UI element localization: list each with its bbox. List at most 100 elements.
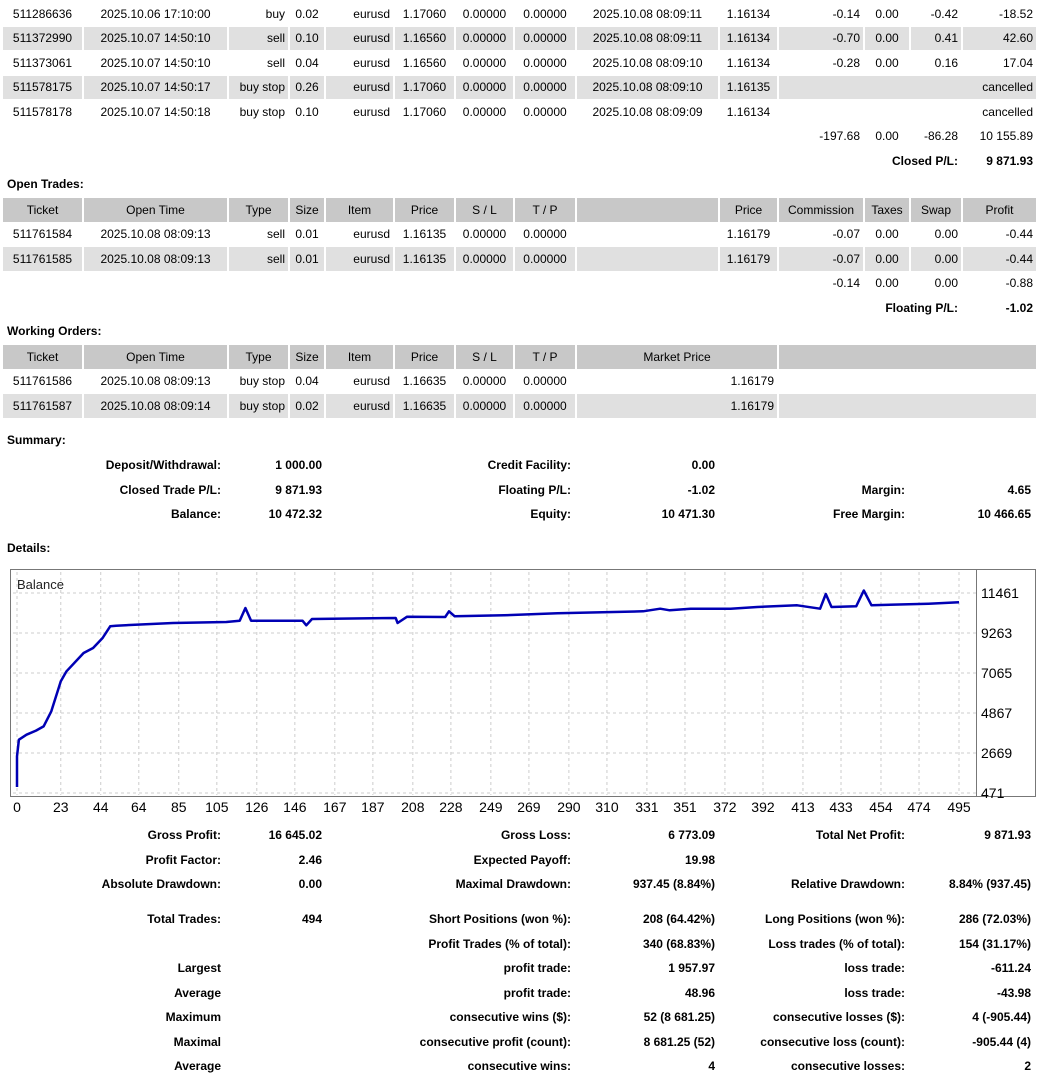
label: consecutive wins:	[467, 1059, 571, 1073]
x-tick-label: 495	[947, 799, 971, 815]
label: Absolute Drawdown:	[101, 877, 221, 891]
cell-item: eurusd	[353, 6, 390, 21]
cell-profit: 42.60	[963, 26, 1036, 50]
value: 1 000.00	[275, 458, 322, 472]
cell-open-time: 2025.10.08 08:09:13	[84, 247, 227, 271]
cell-status: cancelled	[982, 104, 1033, 119]
header-item: Item	[326, 345, 393, 369]
header-type: Type	[229, 345, 288, 369]
cell-open-time: 2025.10.08 08:09:13	[100, 374, 211, 389]
y-tick-label: 9263	[981, 625, 1012, 641]
x-tick-label: 208	[401, 799, 425, 815]
cell-price: 1.16135	[395, 247, 454, 271]
cell-ticket: 511761587	[3, 394, 82, 418]
cell-tp: 0.00000	[523, 374, 567, 389]
label: consecutive loss (count):	[760, 1034, 905, 1049]
value	[221, 1054, 322, 1079]
cell-item: eurusd	[326, 394, 393, 418]
cell-size: 0.01	[290, 247, 324, 271]
value: -905.44 (4)	[972, 1034, 1031, 1049]
header-size: Size	[290, 345, 324, 369]
x-tick-label: 126	[245, 799, 269, 815]
label: profit trade:	[503, 985, 571, 1000]
cell-close-price: 1.16134	[720, 26, 777, 50]
value: 286 (72.03%)	[958, 912, 1031, 926]
label	[715, 848, 905, 873]
header-price: Price	[395, 345, 454, 369]
table-row: 511761586 2025.10.08 08:09:13 buy stop 0.04…	[3, 370, 1036, 394]
x-tick-label: 187	[361, 799, 385, 815]
cell-size: 0.10	[295, 104, 319, 119]
label	[715, 453, 905, 478]
cell-ticket: 511373061	[12, 55, 73, 70]
cell-sl: 0.00000	[456, 75, 513, 99]
y-tick-label: 2669	[981, 745, 1012, 761]
header-open-time: Open Time	[84, 345, 227, 369]
header-size: Size	[290, 198, 324, 222]
value	[905, 848, 1031, 873]
cell-item: eurusd	[326, 247, 393, 271]
blank	[779, 370, 1036, 394]
table-row: 511578178 2025.10.07 14:50:18 buy stop 0.10…	[3, 100, 1036, 124]
cell-sl: 0.00000	[462, 227, 507, 242]
balance-chart: 0 23 44 64 85 105 126 146 167 187 208 228 249 269 290 3…	[10, 569, 1036, 815]
cell-commission: -0.07	[779, 247, 863, 271]
cell-commission: -0.70	[779, 26, 863, 50]
label: Gross Loss:	[500, 828, 571, 842]
cell-size: 0.02	[295, 6, 319, 21]
spacer	[3, 296, 777, 320]
x-tick-label: 454	[869, 799, 893, 815]
header-close-price: Price	[720, 198, 777, 222]
label: Total Trades:	[147, 912, 221, 926]
label: consecutive losses ($):	[772, 1010, 905, 1024]
label: Average	[174, 985, 221, 1000]
table-row: 511372990 2025.10.07 14:50:10 sell 0.10 euru…	[3, 26, 1036, 50]
value: 52 (8 681.25)	[643, 1010, 715, 1024]
label: Maximal	[173, 1034, 221, 1049]
cell-open-time: 2025.10.08 08:09:14	[84, 394, 227, 418]
label: Margin:	[861, 482, 905, 497]
y-tick-label: 4867	[981, 705, 1012, 721]
x-tick-label: 310	[595, 799, 619, 815]
cell-type: buy stop	[229, 75, 288, 99]
value: 4.65	[1007, 482, 1031, 497]
total-commission: -0.14	[832, 276, 860, 291]
value: 2.46	[298, 852, 322, 867]
cell-open-time: 2025.10.06 17:10:00	[100, 6, 211, 21]
value	[221, 932, 322, 957]
label: Free Margin:	[832, 507, 905, 521]
value: 4 (-905.44)	[972, 1010, 1031, 1024]
cell-close-time: 2025.10.08 08:09:09	[592, 104, 703, 119]
label: Relative Drawdown:	[790, 877, 905, 891]
cell-profit: -0.44	[963, 247, 1036, 271]
cell-sl: 0.00000	[456, 26, 513, 50]
label: Closed Trade P/L:	[119, 482, 221, 497]
chart-title: Balance	[17, 577, 64, 592]
value: 208 (64.42%)	[642, 912, 715, 926]
table-row: 511761584 2025.10.08 08:09:13 sell 0.01 euru…	[3, 223, 1036, 247]
total-profit: -0.88	[1005, 276, 1033, 291]
cell-price: 1.16560	[395, 26, 454, 50]
spacer	[3, 125, 777, 149]
cell-sl: 0.00000	[462, 374, 507, 389]
value	[905, 453, 1031, 478]
value: 0.00	[298, 877, 322, 891]
closed-trades-table: 511286636 2025.10.06 17:10:00 buy 0.02 eurus…	[1, 1, 1038, 174]
x-tick-label: 351	[673, 799, 697, 815]
value: 16 645.02	[268, 828, 322, 842]
y-tick-label: 11461	[981, 585, 1019, 601]
value: -43.98	[996, 985, 1031, 1000]
value: 1 957.97	[668, 961, 715, 975]
cell-close-time: 2025.10.08 08:09:11	[592, 6, 703, 21]
x-tick-label: 413	[791, 799, 815, 815]
cell-price: 1.17060	[395, 75, 454, 99]
cell-size: 0.26	[290, 75, 324, 99]
cell-close-price: 1.16134	[726, 104, 771, 119]
cell-sl: 0.00000	[456, 247, 513, 271]
summary-title: Summary:	[7, 433, 66, 447]
value: 937.45 (8.84%)	[632, 877, 715, 891]
cell-close-time: 2025.10.08 08:09:11	[577, 26, 718, 50]
total-commission: -197.68	[819, 129, 860, 144]
x-tick-label: 290	[557, 799, 581, 815]
